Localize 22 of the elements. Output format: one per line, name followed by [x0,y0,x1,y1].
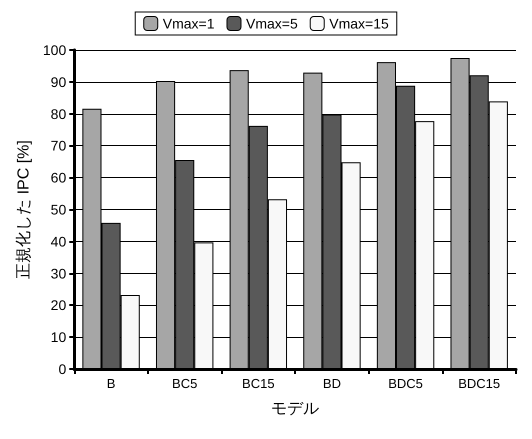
legend-label: Vmax=15 [329,16,389,32]
y-tick-label: 70 [50,138,66,154]
y-tick-label: 10 [50,329,66,346]
x-tick-label: BDC5 [388,376,423,391]
y-tick-label: 100 [42,42,66,58]
y-tick-label: 30 [50,265,66,282]
y-tick-label: 60 [50,170,66,186]
y-tick-label: 40 [50,233,66,250]
x-tick-label: BD [322,376,341,391]
x-tick-label: BC5 [172,376,198,391]
x-tick-label: BC15 [242,376,275,391]
y-tick-label: 50 [50,202,66,218]
x-axis-title: モデル [271,400,320,418]
y-tick-label: 20 [50,297,66,314]
legend-label: Vmax=1 [162,16,215,32]
y-tick-label: 80 [50,106,66,122]
y-tick-label: 90 [50,74,66,90]
x-tick-label: BDC15 [458,376,500,391]
x-tick-label: B [106,376,116,391]
y-axis-title: 正規化した IPC [%] [16,140,32,279]
legend-label: Vmax=5 [246,16,298,32]
y-tick-label: 0 [58,361,66,377]
